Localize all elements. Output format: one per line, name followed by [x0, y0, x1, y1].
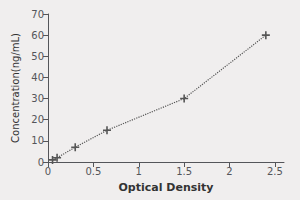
svg-text:2.5: 2.5: [267, 166, 283, 177]
svg-text:2: 2: [226, 166, 232, 177]
svg-text:40: 40: [31, 72, 44, 83]
svg-text:30: 30: [31, 93, 44, 104]
svg-text:50: 50: [31, 51, 44, 62]
svg-text:0: 0: [38, 157, 44, 168]
svg-text:70: 70: [31, 9, 44, 20]
svg-text:10: 10: [31, 135, 44, 146]
svg-text:1: 1: [136, 166, 142, 177]
svg-text:60: 60: [31, 30, 44, 41]
svg-text:Optical Density: Optical Density: [119, 181, 214, 194]
svg-text:0.5: 0.5: [85, 166, 101, 177]
svg-text:Concentration(ng/mL): Concentration(ng/mL): [10, 33, 21, 143]
svg-text:0: 0: [45, 166, 51, 177]
svg-text:20: 20: [31, 114, 44, 125]
svg-text:1.5: 1.5: [176, 166, 192, 177]
